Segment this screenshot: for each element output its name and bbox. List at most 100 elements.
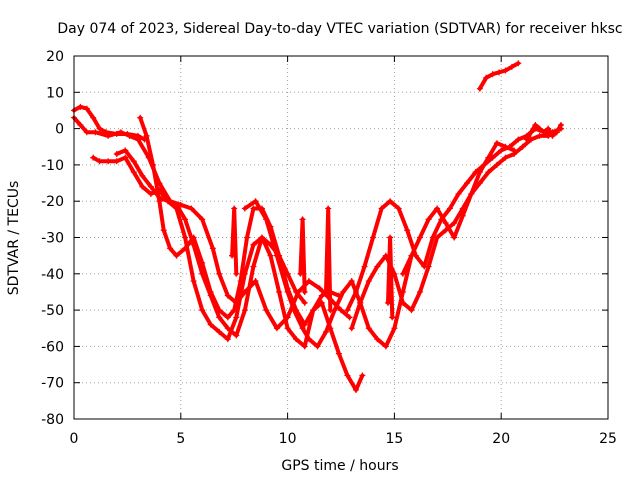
data-point bbox=[182, 216, 189, 223]
data-point bbox=[96, 158, 103, 165]
data-point bbox=[173, 201, 180, 208]
y-tick-labels: 20 10 0 -10 -20 -30 -40 -50 -60 -70 -80 bbox=[41, 49, 64, 428]
x-axis-label: GPS time / hours bbox=[281, 458, 398, 474]
data-point bbox=[536, 132, 543, 139]
data-point bbox=[299, 325, 306, 332]
data-point bbox=[284, 270, 291, 277]
data-point bbox=[284, 288, 291, 295]
data-point bbox=[250, 205, 257, 212]
series-line bbox=[72, 104, 147, 142]
data-point bbox=[399, 270, 406, 277]
data-point bbox=[291, 307, 298, 314]
data-point bbox=[92, 129, 99, 136]
series-track-8 bbox=[348, 129, 560, 332]
data-point bbox=[135, 132, 142, 139]
data-point bbox=[352, 288, 359, 295]
data-point bbox=[316, 285, 323, 292]
data-point bbox=[485, 169, 492, 176]
series-line bbox=[400, 141, 516, 276]
data-point bbox=[459, 212, 466, 219]
data-series-layer bbox=[71, 60, 565, 393]
data-point bbox=[164, 198, 171, 205]
data-point bbox=[305, 278, 312, 285]
data-point bbox=[224, 314, 231, 321]
y-tick-label: -30 bbox=[41, 231, 64, 247]
data-point bbox=[476, 180, 483, 187]
data-point bbox=[489, 71, 496, 78]
data-point bbox=[464, 180, 471, 187]
data-point bbox=[408, 252, 415, 259]
series-spike-3 bbox=[323, 205, 334, 314]
series-line bbox=[349, 130, 559, 331]
data-point bbox=[263, 216, 270, 223]
data-point bbox=[182, 234, 189, 241]
data-point bbox=[476, 169, 483, 176]
data-point bbox=[417, 288, 424, 295]
series-line bbox=[386, 235, 395, 320]
y-tick-label: -70 bbox=[41, 376, 64, 392]
data-point bbox=[224, 325, 231, 332]
y-tick-label: 0 bbox=[55, 122, 64, 138]
series-track-11 bbox=[523, 121, 565, 143]
data-point bbox=[199, 270, 206, 277]
data-point bbox=[143, 132, 150, 139]
x-tick-label: 0 bbox=[70, 431, 79, 447]
data-point bbox=[314, 343, 321, 350]
data-point bbox=[404, 227, 411, 234]
data-point bbox=[352, 386, 359, 393]
data-point bbox=[558, 121, 565, 128]
data-point bbox=[293, 288, 300, 295]
x-tick-label: 15 bbox=[385, 431, 403, 447]
data-point bbox=[224, 336, 231, 343]
data-point bbox=[519, 143, 526, 150]
data-point bbox=[103, 129, 110, 136]
data-point bbox=[344, 307, 351, 314]
data-point bbox=[122, 154, 129, 161]
data-point bbox=[434, 205, 441, 212]
data-point bbox=[359, 372, 366, 379]
data-point bbox=[301, 288, 308, 295]
data-point bbox=[299, 216, 306, 223]
data-point bbox=[284, 325, 291, 332]
data-point bbox=[451, 219, 458, 226]
y-tick-label: -10 bbox=[41, 158, 64, 174]
data-point bbox=[83, 129, 90, 136]
data-point bbox=[96, 125, 103, 132]
data-point bbox=[190, 278, 197, 285]
data-point bbox=[276, 288, 283, 295]
data-point bbox=[207, 321, 214, 328]
data-point bbox=[122, 147, 129, 154]
series-spike-4 bbox=[384, 234, 396, 321]
series-track-5 bbox=[113, 147, 366, 393]
data-point bbox=[77, 121, 84, 128]
data-point bbox=[508, 63, 515, 70]
data-point bbox=[365, 325, 372, 332]
y-tick-label: -40 bbox=[41, 267, 64, 283]
data-point bbox=[113, 131, 120, 138]
data-point bbox=[502, 143, 509, 150]
data-point bbox=[147, 183, 154, 190]
data-point bbox=[216, 314, 223, 321]
data-point bbox=[498, 147, 505, 154]
data-point bbox=[233, 270, 240, 277]
data-point bbox=[167, 245, 174, 252]
data-point bbox=[382, 343, 389, 350]
data-point bbox=[190, 241, 197, 248]
series-line bbox=[230, 206, 239, 276]
data-point bbox=[389, 314, 396, 321]
data-point bbox=[301, 299, 308, 306]
data-point bbox=[496, 69, 503, 76]
data-point bbox=[229, 252, 236, 259]
data-point bbox=[384, 299, 391, 306]
data-point bbox=[446, 205, 453, 212]
data-point bbox=[199, 307, 206, 314]
data-point bbox=[241, 205, 248, 212]
data-point bbox=[502, 67, 509, 74]
data-point bbox=[391, 325, 398, 332]
data-point bbox=[216, 270, 223, 277]
data-point bbox=[425, 263, 432, 270]
data-point bbox=[515, 136, 522, 143]
data-point bbox=[231, 205, 238, 212]
series-line bbox=[242, 199, 414, 349]
data-point bbox=[399, 299, 406, 306]
